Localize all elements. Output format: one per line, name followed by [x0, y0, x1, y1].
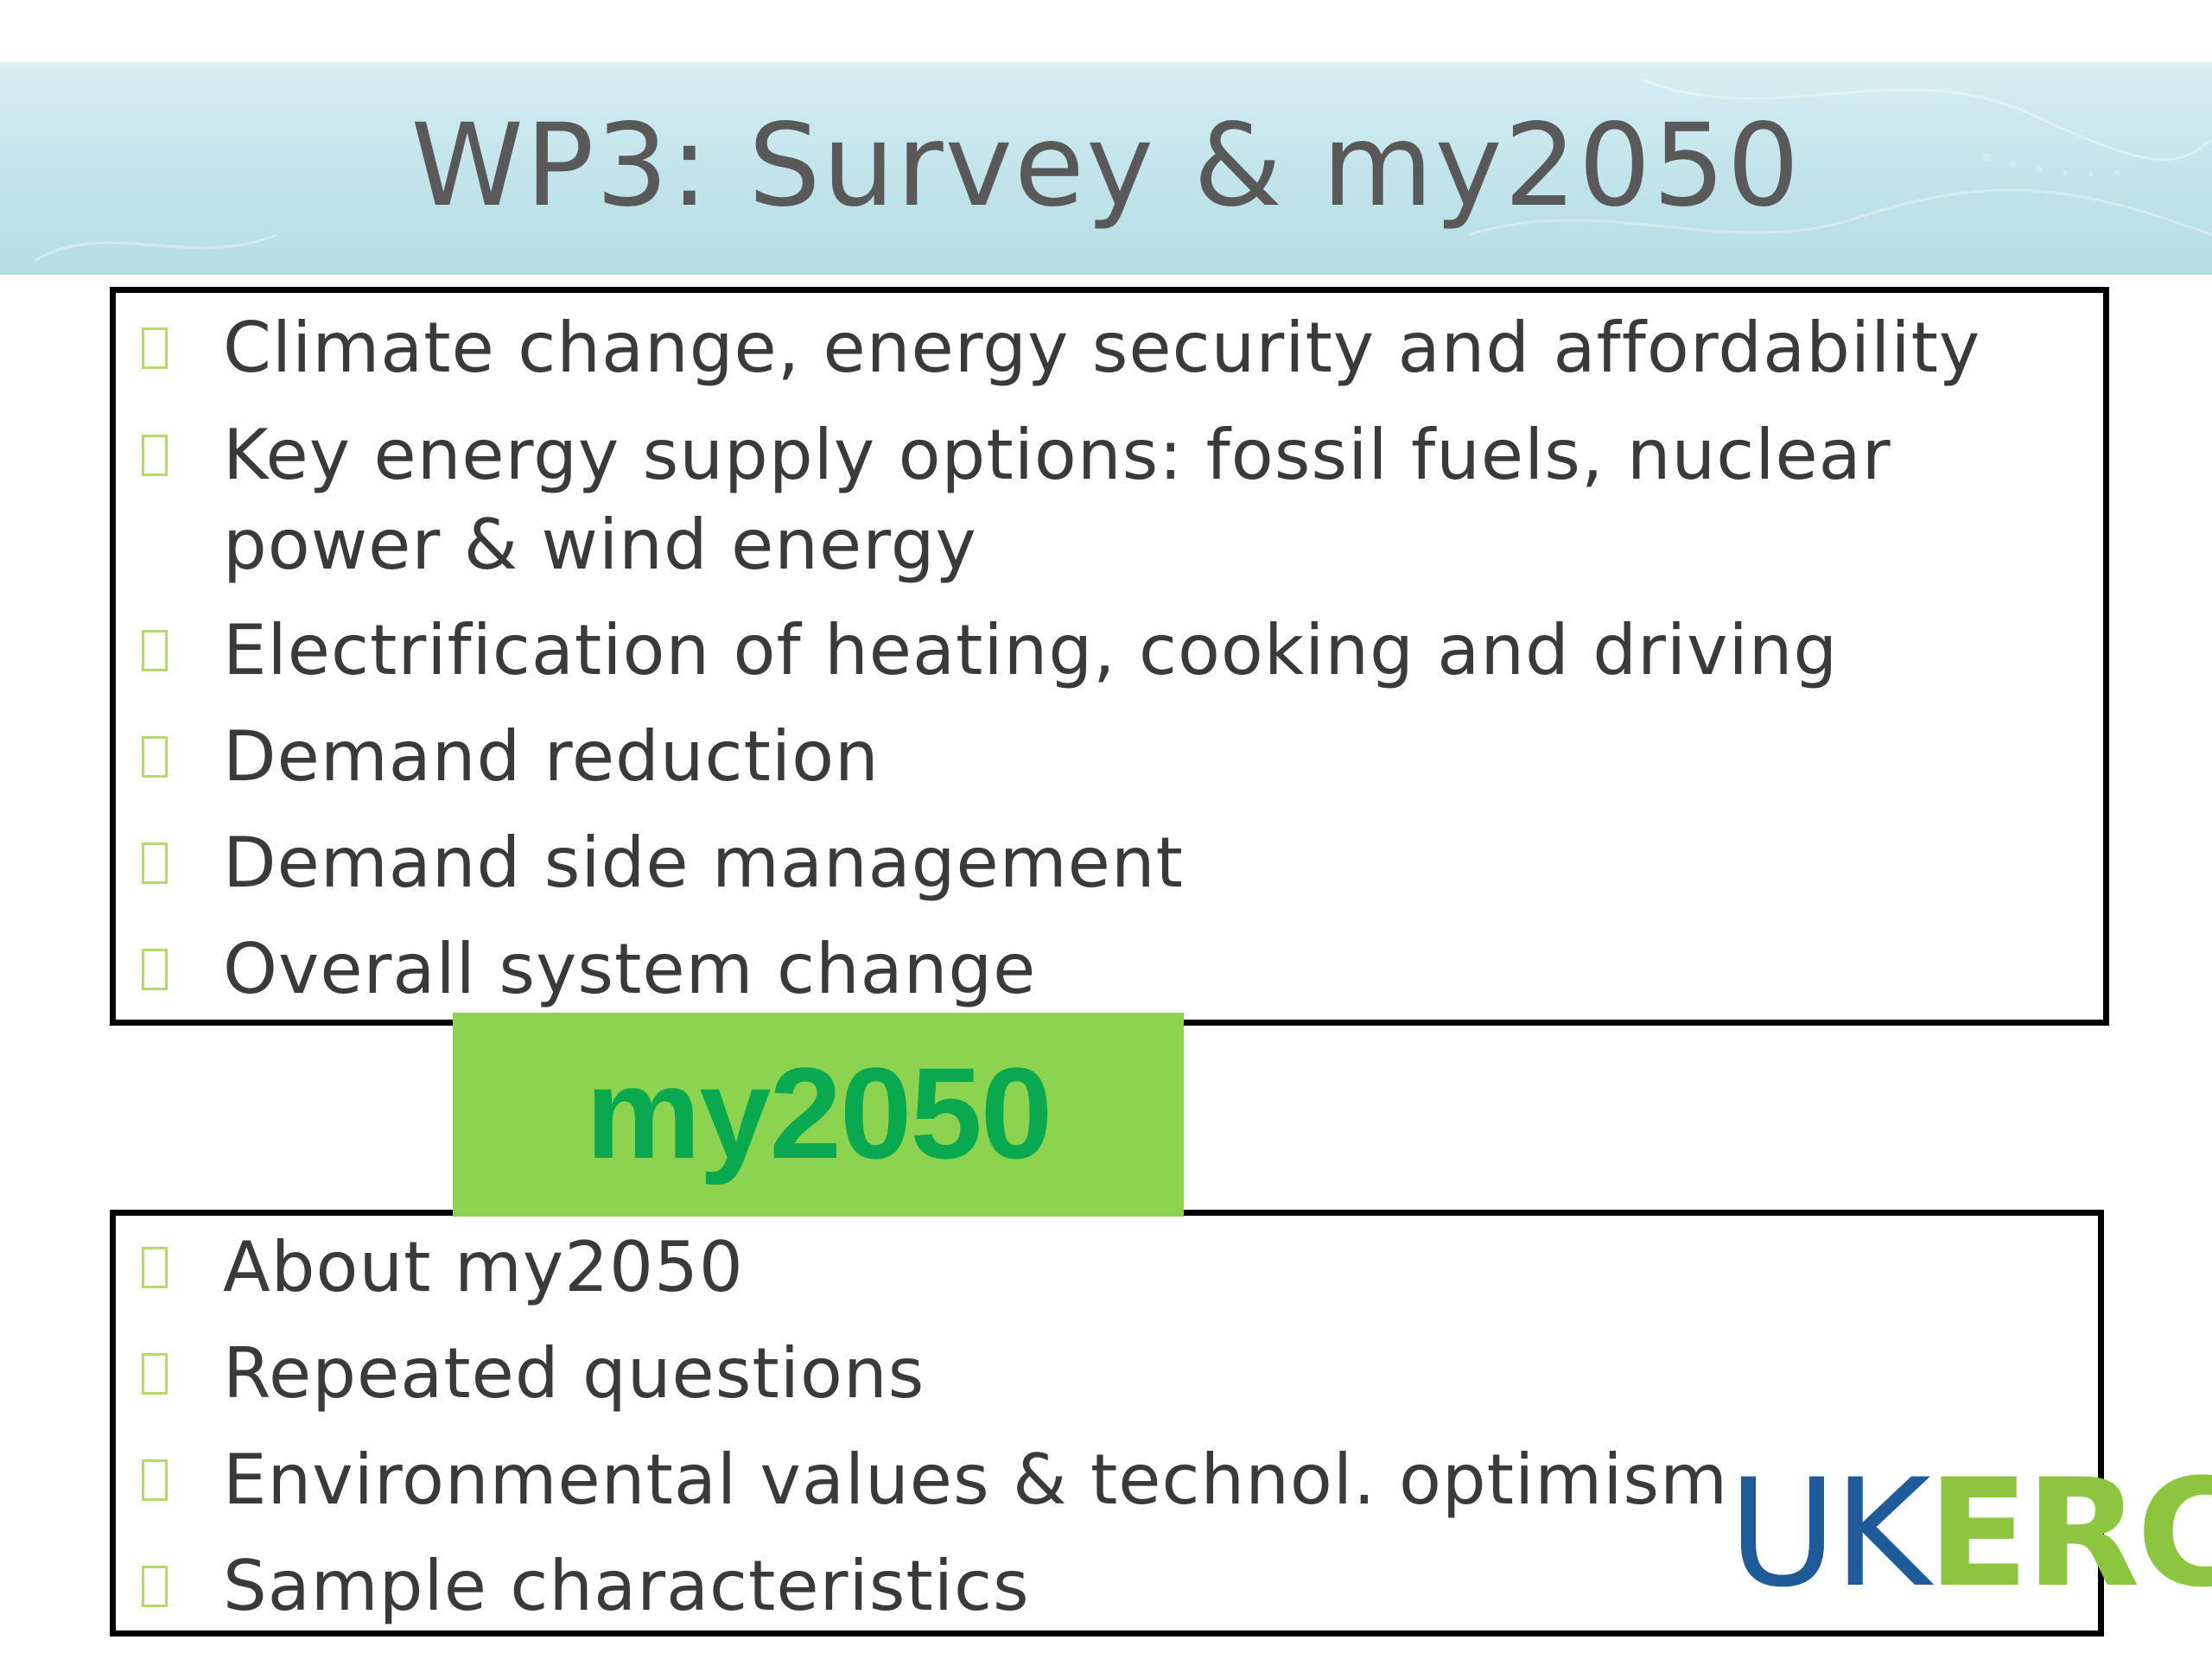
empty-square-bullet-icon	[142, 327, 168, 369]
empty-square-bullet-icon	[142, 949, 168, 990]
empty-square-bullet-icon	[142, 1459, 168, 1501]
logo-uk-text: UK	[1728, 1446, 1931, 1620]
list-item-text: Climate change, energy security and affo…	[223, 308, 1981, 388]
list-item-text: Demand side management	[223, 823, 1184, 903]
logo-erc-text: ERC	[1927, 1446, 2212, 1620]
list-item-text: Sample characteristics	[223, 1546, 1030, 1626]
list-item-text: About my2050	[223, 1227, 744, 1307]
empty-square-bullet-icon	[142, 1353, 168, 1395]
slide-title: WP3: Survey & my2050	[410, 99, 1802, 232]
empty-square-bullet-icon	[142, 842, 168, 884]
list-item-text: Overall system change	[223, 929, 1037, 1009]
list-item-text: Repeated questions	[223, 1333, 925, 1414]
my2050-box: About my2050 Repeated questions Environm…	[110, 1210, 2104, 1637]
list-item-text: Demand reduction	[223, 716, 880, 797]
topics-box: Climate change, energy security and affo…	[110, 287, 2109, 1026]
empty-square-bullet-icon	[142, 1247, 168, 1288]
decorative-swirl-pattern	[34, 78, 2212, 263]
my2050-banner: my2050	[453, 1013, 1184, 1217]
empty-square-bullet-icon	[142, 736, 168, 778]
title-band: WP3: Survey & my2050	[0, 62, 2212, 275]
list-item-text: Environmental values & technol. optimism	[223, 1440, 1729, 1520]
empty-square-bullet-icon	[142, 1566, 168, 1607]
empty-square-bullet-icon	[142, 630, 168, 671]
ukerc-logo: UKERC	[1728, 1459, 2212, 1608]
empty-square-bullet-icon	[142, 435, 168, 476]
banner-label: my2050	[585, 1039, 1052, 1185]
list-item-text: Electrification of heating, cooking and …	[223, 610, 1839, 690]
list-item-text: Key energy supply options: fossil fuels,…	[223, 415, 1891, 585]
